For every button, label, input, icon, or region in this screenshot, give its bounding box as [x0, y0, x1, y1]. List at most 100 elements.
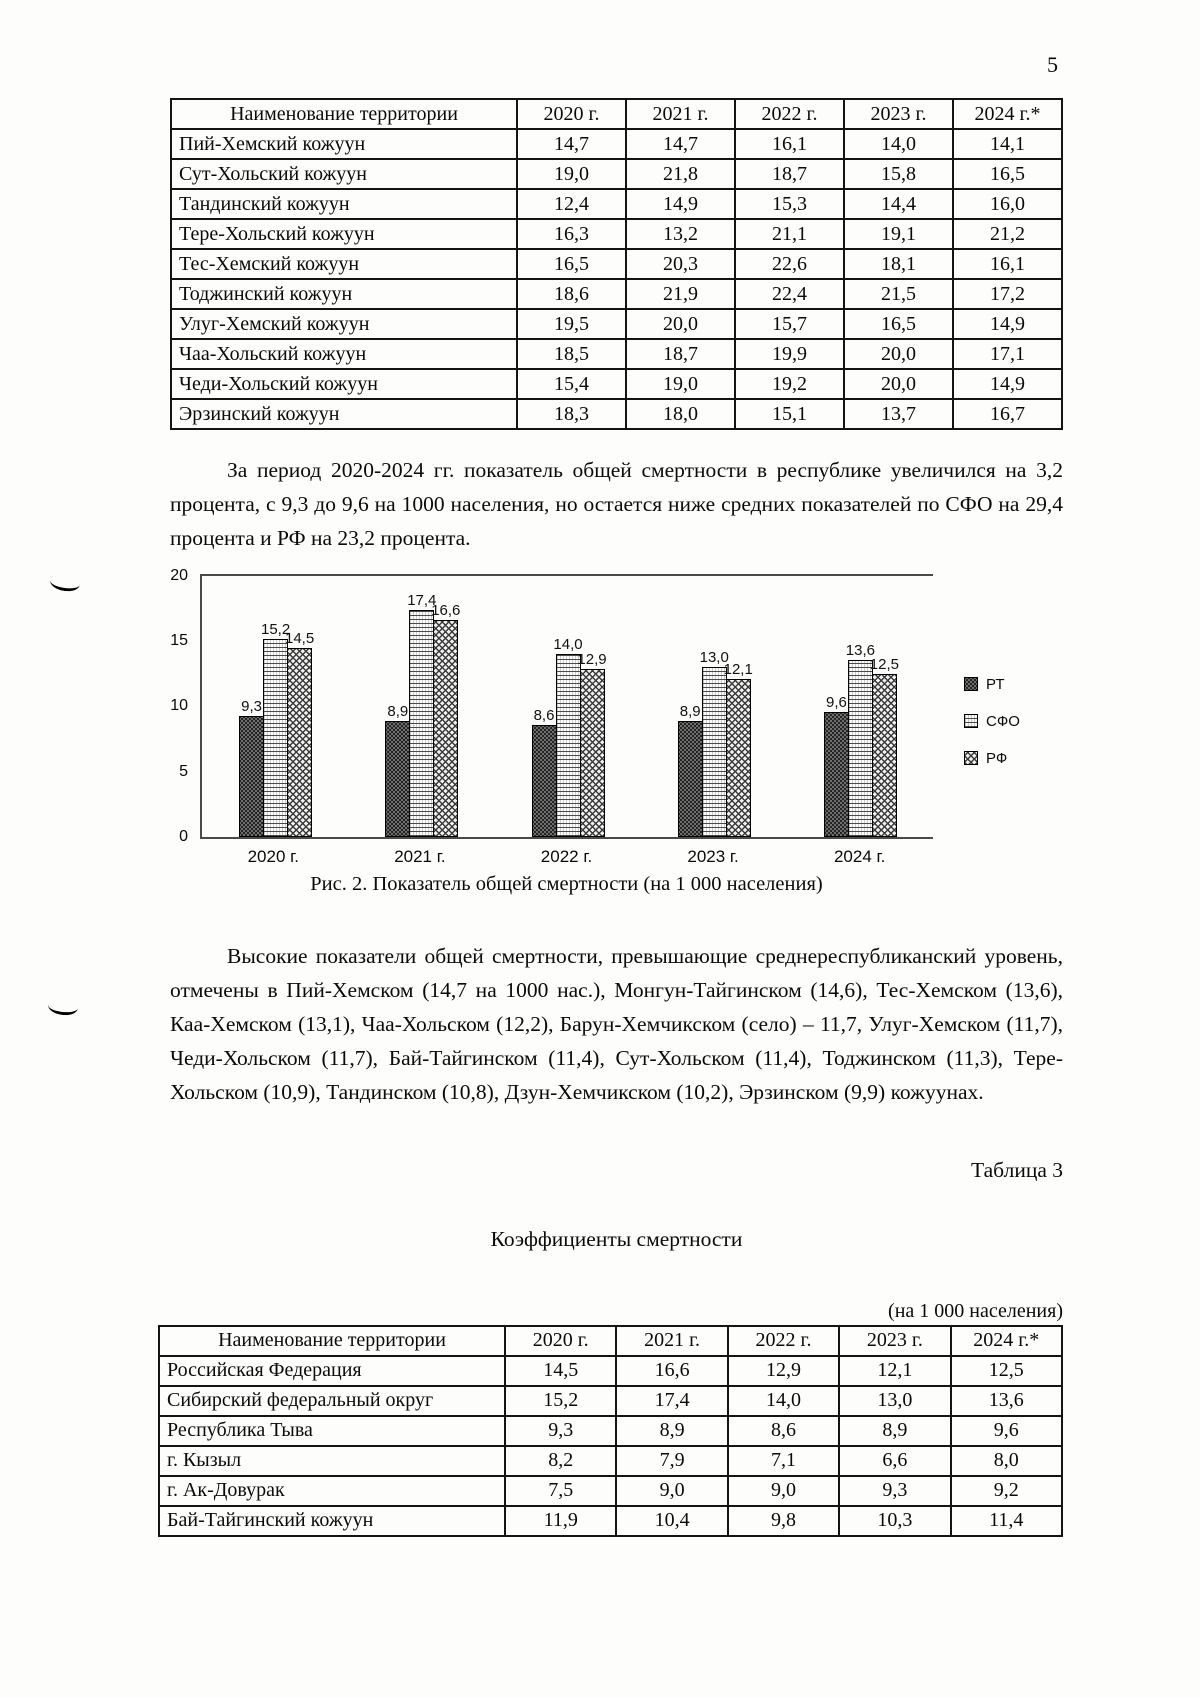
- territory-cell: Тере-Хольский кожуун: [170, 218, 518, 250]
- y-axis-tick: 5: [179, 762, 188, 780]
- bar-rt-2024: 9,6: [823, 694, 849, 837]
- bar-rt-2021: 8,9: [385, 703, 411, 837]
- bar-group-2022: 8,6 14,0 12,9: [494, 576, 640, 837]
- bar-rt-2022: 8,6: [531, 707, 557, 837]
- territory-cell: Чаа-Хольский кожуун: [170, 338, 518, 370]
- territory-cell: Сибирский федеральный округ: [158, 1384, 506, 1417]
- value-cell: 14,7: [625, 128, 736, 160]
- value-cell: 19,2: [734, 368, 845, 400]
- paragraph-high-rates: Высокие показатели общей смертности, пре…: [170, 943, 1063, 1104]
- value-cell: 14,9: [952, 368, 1063, 400]
- value-cell: 8,0: [949, 1444, 1064, 1477]
- value-cell: 16,5: [952, 158, 1063, 190]
- column-header: Наименование территории: [158, 1324, 506, 1357]
- territory-cell: Тес-Хемский кожуун: [170, 248, 518, 280]
- x-axis-label: 2020 г.: [247, 846, 299, 866]
- value-cell: 14,0: [726, 1384, 841, 1417]
- mortality-coefficients-table: Наименование территории 2020 г. 2021 г. 202…: [158, 1324, 1064, 1537]
- value-cell: 14,9: [952, 308, 1063, 340]
- bar-value-label: 12,9: [577, 650, 607, 668]
- value-cell: 18,6: [516, 278, 627, 310]
- value-cell: 15,4: [516, 368, 627, 400]
- value-cell: 14,9: [625, 188, 736, 220]
- territory-cell: Улуг-Хемский кожуун: [170, 308, 518, 340]
- value-cell: 17,1: [952, 338, 1063, 370]
- value-cell: 13,7: [843, 398, 954, 430]
- value-cell: 21,8: [625, 158, 736, 190]
- value-cell: 20,0: [843, 368, 954, 400]
- bar-value-label: 14,5: [284, 629, 315, 647]
- table3-title: Коэффициенты смертности: [490, 1226, 743, 1251]
- value-cell: 7,1: [726, 1444, 841, 1477]
- chart-y-axis: 0 5 10 15 20: [156, 567, 194, 845]
- handwritten-mark-bottom: [47, 996, 79, 1017]
- value-cell: 11,9: [503, 1504, 618, 1537]
- value-cell: 21,9: [625, 278, 736, 310]
- value-cell: 8,2: [503, 1444, 618, 1477]
- value-cell: 19,1: [843, 218, 954, 250]
- chart-legend: РТ СФО РФ: [964, 676, 1020, 787]
- column-header: 2022 г.: [734, 98, 845, 130]
- legend-swatch-icon: [964, 677, 978, 692]
- district-mortality-table: Наименование территории 2020 г. 2021 г. 202…: [170, 98, 1063, 430]
- bar-value-label: 13,6: [845, 641, 876, 659]
- bar-rt-2023: 8,9: [677, 703, 703, 837]
- territory-cell: Пий-Хемский кожуун: [170, 128, 518, 160]
- x-axis-label: 2022 г.: [540, 846, 593, 866]
- bar-value-label: 13,0: [699, 648, 729, 666]
- legend-swatch-icon: [964, 714, 978, 729]
- table-row: Улуг-Хемский кожуун 19,5 20,0 15,7 16,5 14,9: [170, 308, 1063, 340]
- bar-value-label: 8,6: [533, 706, 555, 724]
- bar-sfo-2020: 15,2: [261, 621, 290, 837]
- territory-cell: Бай-Тайгинский кожуун: [158, 1504, 506, 1537]
- value-cell: 13,6: [949, 1384, 1064, 1417]
- value-cell: 15,2: [503, 1384, 618, 1417]
- column-header: 2023 г.: [838, 1324, 952, 1357]
- table-row: Тес-Хемский кожуун 16,5 20,3 22,6 18,1 16,1: [170, 248, 1063, 280]
- mortality-bar-chart: 0 5 10 15 20 9,3 15,2 14,5 8,9 17,4 16,6 8,6 14,0 12…: [170, 567, 1020, 867]
- table-row: Чеди-Хольский кожуун 15,4 19,0 19,2 20,0 14,9: [170, 368, 1063, 400]
- territory-cell: Чеди-Хольский кожуун: [170, 368, 518, 400]
- bar-sfo-2023: 13,0: [700, 649, 729, 837]
- value-cell: 9,2: [949, 1474, 1064, 1507]
- column-header: Наименование территории: [170, 98, 518, 130]
- header-row: Наименование территории 2020 г. 2021 г. 202…: [170, 98, 1063, 130]
- value-cell: 21,2: [952, 218, 1063, 250]
- value-cell: 12,4: [516, 188, 627, 220]
- paragraph-summary: За период 2020-2024 гг. показатель общей…: [170, 458, 1063, 550]
- x-axis-label: 2023 г.: [687, 846, 739, 866]
- territory-cell: Тандинский кожуун: [170, 188, 518, 220]
- value-cell: 16,3: [516, 218, 627, 250]
- value-cell: 14,0: [843, 128, 954, 160]
- chart-plot: 9,3 15,2 14,5 8,9 17,4 16,6 8,6 14,0 12,9 8,9 13,0…: [200, 573, 933, 839]
- handwritten-mark-top: [49, 572, 81, 593]
- legend-label: СФО: [986, 712, 1020, 730]
- value-cell: 18,7: [625, 338, 736, 370]
- bar-rf-2024: 12,5: [870, 656, 899, 837]
- value-cell: 12,9: [726, 1354, 841, 1387]
- y-axis-tick: 0: [179, 827, 188, 845]
- legend-item-rf: РФ: [964, 750, 1020, 767]
- bar-rt-2020: 9,3: [239, 698, 265, 837]
- value-cell: 10,4: [615, 1504, 729, 1537]
- bar-value-label: 8,9: [679, 702, 701, 720]
- value-cell: 17,4: [615, 1384, 729, 1417]
- value-cell: 22,6: [734, 248, 845, 280]
- table-row: Пий-Хемский кожуун 14,7 14,7 16,1 14,0 14,1: [170, 128, 1063, 160]
- figure-caption: Рис. 2. Показатель общей смертности (на …: [310, 872, 823, 895]
- territory-cell: г. Ак-Довурак: [158, 1474, 506, 1507]
- value-cell: 9,3: [838, 1474, 952, 1507]
- table-row: Сибирский федеральный округ 15,2 17,4 14,0 1…: [158, 1384, 1064, 1417]
- value-cell: 9,0: [726, 1474, 841, 1507]
- page-number: 5: [1047, 52, 1058, 77]
- value-cell: 13,2: [625, 218, 736, 250]
- value-cell: 21,5: [843, 278, 954, 310]
- legend-label: РФ: [986, 749, 1008, 767]
- table-row: Тандинский кожуун 12,4 14,9 15,3 14,4 16,0: [170, 188, 1063, 220]
- bar-value-label: 12,5: [869, 655, 900, 673]
- bar-value-label: 8,9: [387, 702, 409, 720]
- value-cell: 9,8: [726, 1504, 841, 1537]
- table-row: Тоджинский кожуун 18,6 21,9 22,4 21,5 17,2: [170, 278, 1063, 310]
- value-cell: 15,7: [734, 308, 845, 340]
